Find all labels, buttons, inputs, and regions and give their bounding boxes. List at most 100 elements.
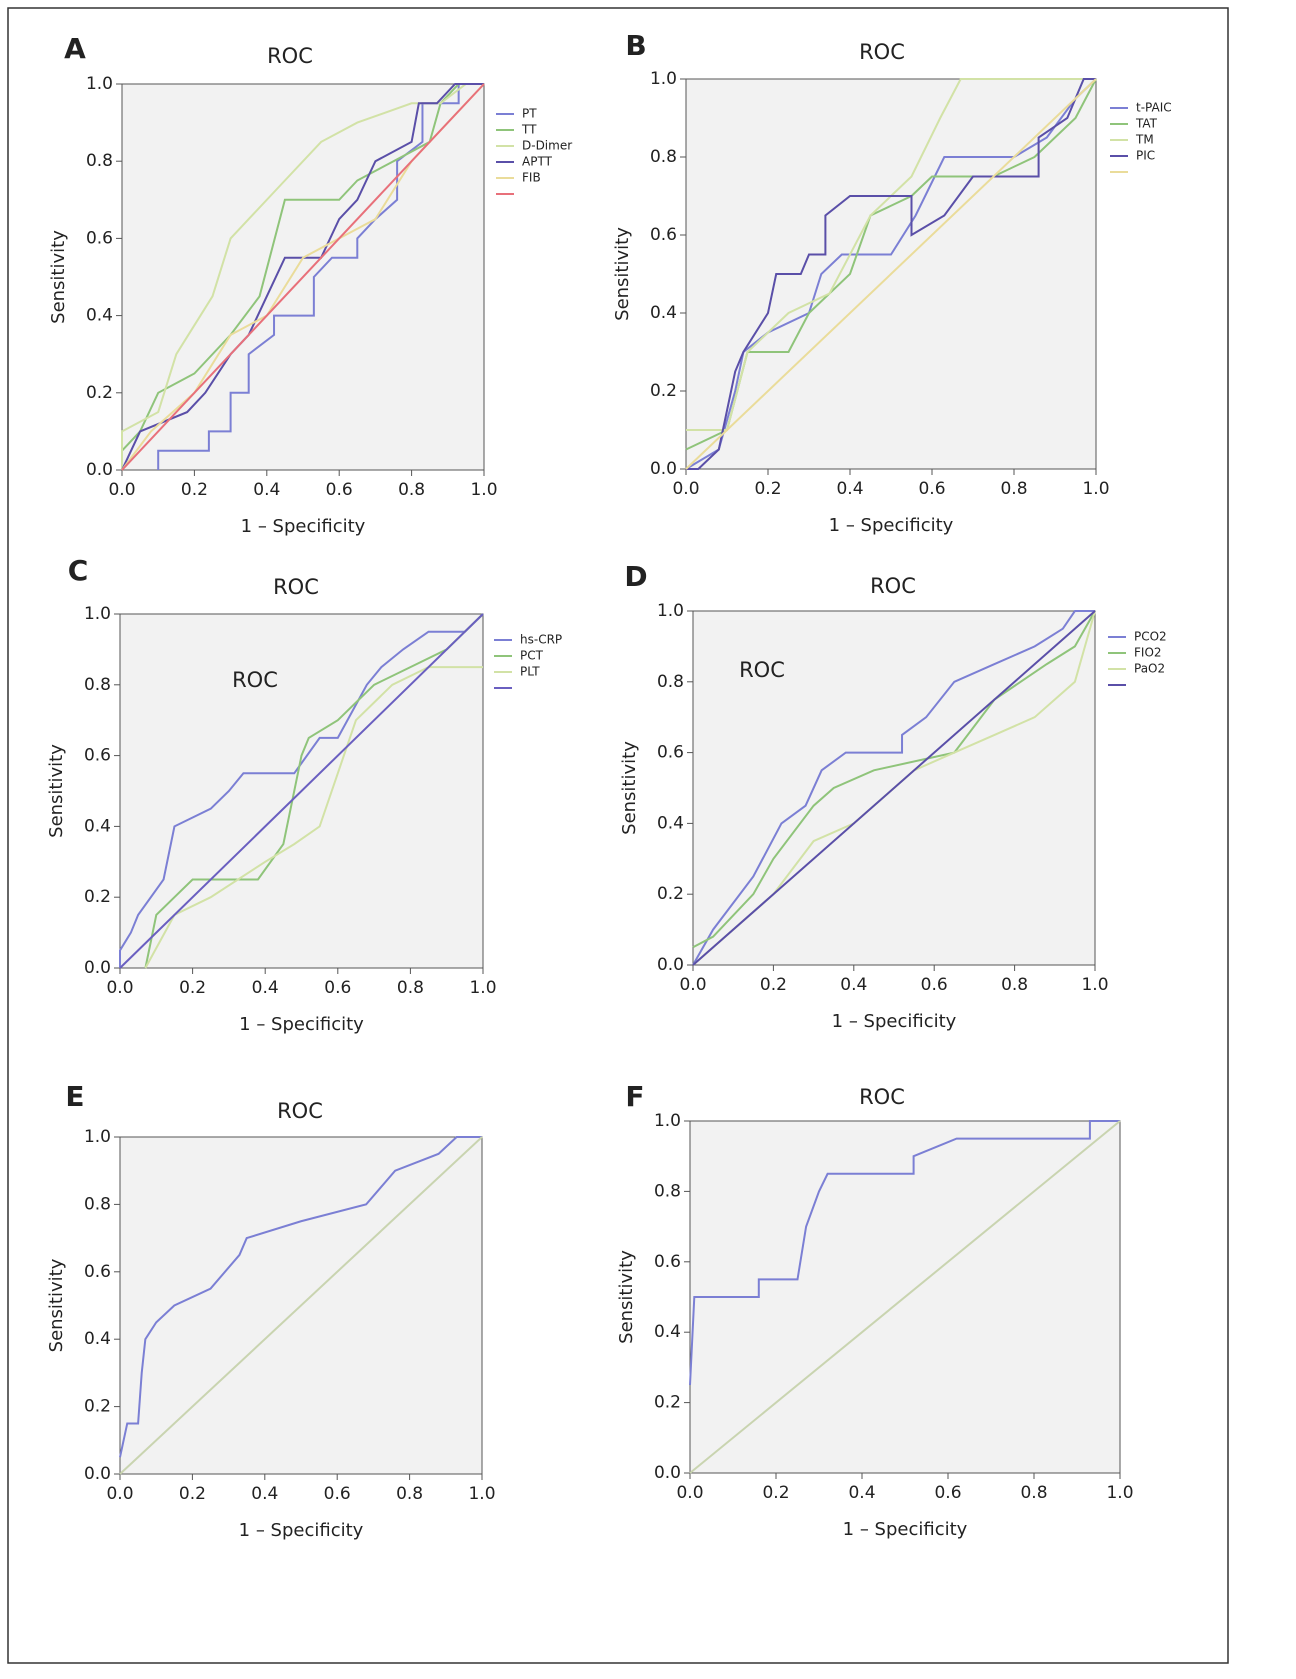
- y-tick-label: 0.6: [86, 228, 113, 248]
- chart-title: ROC: [859, 1085, 905, 1109]
- roc-curve: [157, 83, 484, 470]
- legend-label: FIO2: [1134, 646, 1162, 660]
- annotation: ROC: [232, 668, 278, 692]
- y-axis-label: Sensitivity: [612, 227, 633, 321]
- x-tick-label: 0.2: [181, 480, 208, 500]
- roc-curve: [689, 1120, 1120, 1386]
- y-tick-label: 0.0: [650, 459, 677, 479]
- legend-label: TM: [1135, 133, 1154, 147]
- roc-curve: [119, 1136, 482, 1458]
- figure-border: [7, 7, 1229, 1664]
- x-tick-label: 0.8: [397, 978, 424, 998]
- roc-curve: [119, 613, 484, 969]
- legend-label: t-PAIC: [1136, 101, 1172, 115]
- y-tick-label: 0.6: [650, 225, 677, 245]
- x-tick-label: 0.0: [676, 1483, 703, 1503]
- legend-label: PIC: [1136, 149, 1155, 163]
- y-tick-label: 1.0: [654, 1111, 681, 1131]
- x-tick-label: 0.4: [840, 975, 867, 995]
- chart-title: ROC: [277, 1099, 323, 1123]
- y-tick-label: 1.0: [84, 604, 111, 624]
- y-tick-label: 0.2: [84, 1397, 111, 1417]
- x-tick-label: 0.6: [934, 1483, 961, 1503]
- x-tick-label: 0.8: [396, 1484, 423, 1504]
- y-tick-label: 0.8: [84, 1194, 111, 1214]
- y-axis-label: Sensitivity: [619, 741, 640, 835]
- y-tick-label: 0.0: [84, 1464, 111, 1484]
- x-axis-label: 1 – Specificity: [832, 1011, 957, 1032]
- panel-letter: A: [64, 32, 86, 65]
- x-tick-label: 0.6: [921, 975, 948, 995]
- x-axis-label: 1 – Specificity: [239, 1014, 364, 1035]
- x-tick-label: 0.2: [760, 975, 787, 995]
- y-tick-label: 0.0: [654, 1463, 681, 1483]
- x-tick-label: 0.6: [324, 978, 351, 998]
- roc-curve: [144, 613, 484, 969]
- x-tick-label: 0.0: [672, 479, 699, 499]
- x-tick-label: 0.8: [398, 480, 425, 500]
- x-tick-label: 1.0: [1082, 479, 1109, 499]
- y-tick-label: 0.4: [650, 303, 677, 323]
- y-tick-label: 1.0: [657, 601, 684, 621]
- y-tick-label: 0.4: [654, 1322, 681, 1342]
- x-tick-label: 0.4: [848, 1483, 875, 1503]
- x-tick-label: 1.0: [470, 480, 497, 500]
- x-axis-label: 1 – Specificity: [829, 515, 954, 536]
- x-tick-label: 1.0: [469, 978, 496, 998]
- x-tick-label: 0.6: [326, 480, 353, 500]
- roc-curve: [119, 613, 484, 968]
- roc-curve: [686, 78, 1096, 431]
- panel-letter: B: [625, 29, 646, 62]
- roc-curve: [685, 78, 1097, 470]
- x-axis-label: 1 – Specificity: [239, 1520, 364, 1541]
- y-tick-label: 1.0: [84, 1127, 111, 1147]
- y-axis-label: Sensitivity: [46, 744, 67, 838]
- y-tick-label: 0.4: [84, 816, 111, 836]
- legend-label: TAT: [1135, 117, 1158, 131]
- panel-letter: E: [65, 1080, 84, 1113]
- roc-curve: [119, 1136, 483, 1475]
- x-tick-label: 0.0: [106, 978, 133, 998]
- chart-title: ROC: [273, 575, 319, 599]
- legend-label: PCO2: [1134, 630, 1167, 644]
- roc-curve: [689, 1120, 1121, 1474]
- x-tick-label: 1.0: [1081, 975, 1108, 995]
- roc-curve: [144, 666, 483, 969]
- roc-curve: [692, 610, 1096, 949]
- y-tick-label: 0.8: [84, 675, 111, 695]
- y-tick-label: 0.0: [86, 460, 113, 480]
- legend-label: PLT: [520, 665, 540, 679]
- annotation: ROC: [739, 658, 785, 682]
- x-tick-label: 0.2: [762, 1483, 789, 1503]
- x-tick-label: 0.8: [1000, 479, 1027, 499]
- y-tick-label: 0.8: [654, 1181, 681, 1201]
- x-tick-label: 0.0: [108, 480, 135, 500]
- y-tick-label: 0.2: [84, 887, 111, 907]
- legend-label: hs-CRP: [520, 633, 562, 647]
- panel-letter: D: [624, 560, 647, 593]
- y-axis-label: Sensitivity: [616, 1250, 637, 1344]
- x-tick-label: 0.2: [179, 1484, 206, 1504]
- y-tick-label: 0.2: [654, 1393, 681, 1413]
- y-tick-label: 0.2: [650, 381, 677, 401]
- x-tick-label: 0.4: [253, 480, 280, 500]
- y-axis-label: Sensitivity: [48, 230, 69, 324]
- y-tick-label: 0.8: [650, 147, 677, 167]
- x-axis-label: 1 – Specificity: [843, 1519, 968, 1540]
- x-tick-label: 0.6: [918, 479, 945, 499]
- y-tick-label: 0.0: [84, 958, 111, 978]
- y-tick-label: 0.0: [657, 955, 684, 975]
- x-tick-label: 0.4: [251, 1484, 278, 1504]
- legend-label: PaO2: [1134, 662, 1165, 676]
- x-tick-label: 0.0: [679, 975, 706, 995]
- legend-label: PCT: [520, 649, 544, 663]
- y-axis-label: Sensitivity: [46, 1258, 67, 1352]
- y-tick-label: 0.4: [84, 1329, 111, 1349]
- y-tick-label: 0.2: [657, 884, 684, 904]
- legend-label: PT: [522, 107, 537, 121]
- y-tick-label: 0.2: [86, 383, 113, 403]
- x-tick-label: 0.6: [324, 1484, 351, 1504]
- roc-curve: [686, 78, 1096, 470]
- y-tick-label: 0.6: [657, 743, 684, 763]
